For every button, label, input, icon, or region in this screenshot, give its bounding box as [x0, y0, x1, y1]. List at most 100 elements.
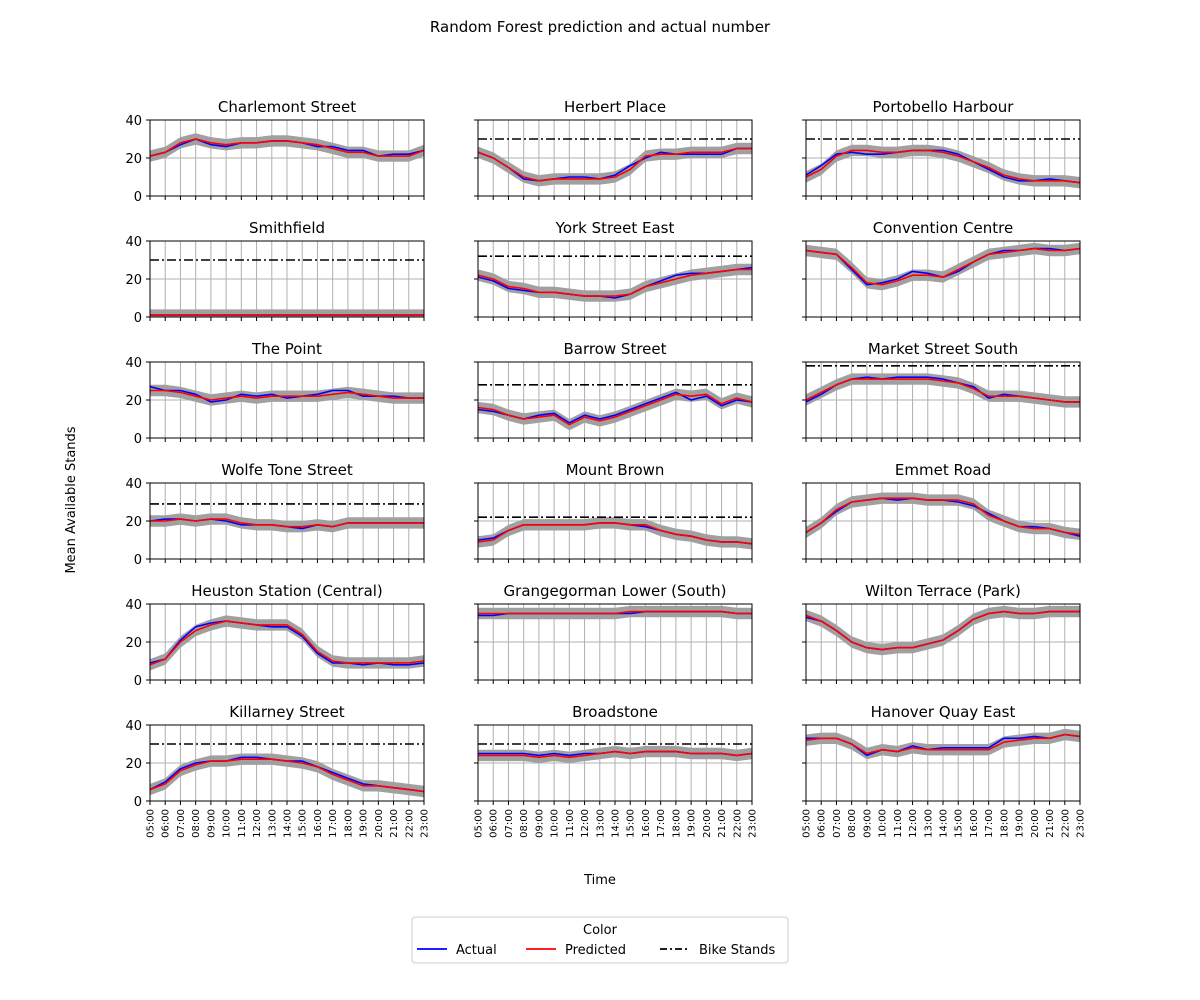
x-tick-label: 12:00	[908, 809, 919, 838]
legend-label-actual: Actual	[456, 943, 497, 958]
y-tick-label: 40	[125, 719, 142, 734]
panel-2: Herbert Place	[474, 98, 753, 200]
predicted-line	[150, 518, 424, 528]
y-tick-label: 0	[134, 190, 142, 205]
panel-title: Market Street South	[868, 340, 1018, 358]
x-tick-label: 13:00	[595, 809, 606, 838]
x-tick-label: 11:00	[893, 809, 904, 838]
x-tick-label: 05:00	[474, 809, 485, 838]
y-axis-label: Mean Available Stands	[64, 426, 79, 573]
y-tick-label: 20	[125, 273, 142, 288]
y-tick-label: 40	[125, 598, 142, 613]
x-tick-label: 15:00	[298, 809, 309, 838]
panel-title: Heuston Station (Central)	[191, 582, 383, 600]
x-axis-label: Time	[583, 873, 616, 888]
x-tick-label: 10:00	[878, 809, 889, 838]
x-tick-label: 08:00	[191, 809, 202, 838]
y-tick-label: 20	[125, 636, 142, 651]
x-tick-label: 16:00	[969, 809, 980, 838]
x-tick-label: 23:00	[748, 809, 759, 838]
x-tick-label: 15:00	[954, 809, 965, 838]
predicted-line	[150, 138, 424, 157]
panel-title: Emmet Road	[895, 461, 991, 479]
x-tick-label: 06:00	[161, 809, 172, 838]
panel-title: Broadstone	[572, 703, 658, 721]
legend-label-bike-stands: Bike Stands	[699, 943, 776, 958]
x-tick-label: 10:00	[550, 809, 561, 838]
panel-title: Smithfield	[249, 219, 325, 237]
panel-title: Charlemont Street	[218, 98, 356, 116]
prediction-band	[478, 388, 752, 431]
y-tick-label: 20	[125, 757, 142, 772]
legend-label-predicted: Predicted	[565, 943, 626, 958]
x-tick-label: 07:00	[832, 809, 843, 838]
x-tick-label: 16:00	[641, 809, 652, 838]
panel-plot-area	[150, 503, 424, 533]
panel-title: Killarney Street	[229, 703, 345, 721]
panel-title: Grangegorman Lower (South)	[504, 582, 727, 600]
predicted-line	[806, 149, 1080, 184]
prediction-band	[150, 513, 424, 533]
x-tick-label: 21:00	[389, 809, 400, 838]
panel-15: Wilton Terrace (Park)	[802, 582, 1081, 684]
y-tick-label: 0	[134, 432, 142, 447]
panel-title: Portobello Harbour	[873, 98, 1015, 116]
panel-plot-area	[150, 133, 424, 162]
predicted-line	[478, 268, 752, 297]
prediction-band	[806, 492, 1080, 540]
panel-plot-area	[806, 364, 1080, 408]
y-tick-label: 0	[134, 311, 142, 326]
panel-9: Market Street South	[802, 340, 1081, 442]
x-tick-label: 19:00	[687, 809, 698, 838]
prediction-band	[806, 242, 1080, 291]
prediction-band	[150, 133, 424, 162]
x-tick-label: 13:00	[923, 809, 934, 838]
panel-plot-area	[478, 743, 752, 763]
prediction-band	[150, 753, 424, 798]
y-tick-label: 40	[125, 235, 142, 250]
x-tick-label: 12:00	[580, 809, 591, 838]
panel-title: Mount Brown	[566, 461, 665, 479]
x-tick-label: 05:00	[802, 809, 813, 838]
predicted-line	[478, 147, 752, 182]
figure-title: Random Forest prediction and actual numb…	[430, 18, 771, 36]
y-tick-label: 40	[125, 356, 142, 371]
x-tick-label: 14:00	[283, 809, 294, 838]
x-tick-label: 09:00	[534, 809, 545, 838]
panel-11: Mount Brown	[474, 461, 753, 563]
x-tick-label: 20:00	[702, 809, 713, 838]
predicted-line	[478, 750, 752, 759]
panel-plot-area	[478, 516, 752, 550]
y-tick-label: 0	[134, 795, 142, 810]
panel-13: 0 20 40 Heuston Station (Central)	[125, 582, 425, 689]
x-tick-label: 22:00	[732, 809, 743, 838]
y-tick-label: 0	[134, 674, 142, 689]
panel-5: York Street East	[474, 219, 753, 321]
y-tick-label: 40	[125, 114, 142, 129]
x-tick-label: 17:00	[656, 809, 667, 838]
panel-plot-area	[478, 138, 752, 187]
prediction-band	[806, 605, 1080, 656]
predicted-line	[806, 247, 1080, 286]
y-tick-label: 20	[125, 394, 142, 409]
y-tick-label: 40	[125, 477, 142, 492]
x-tick-label: 15:00	[626, 809, 637, 838]
panel-title: The Point	[251, 340, 322, 358]
x-tick-label: 12:00	[252, 809, 263, 838]
y-tick-label: 0	[134, 553, 142, 568]
panel-title: Herbert Place	[564, 98, 666, 116]
x-tick-label: 08:00	[519, 809, 530, 838]
panel-4: 0 20 40 Smithfield	[125, 219, 425, 326]
panel-6: Convention Centre	[802, 219, 1081, 321]
predicted-line	[150, 389, 424, 401]
panel-plot-area	[150, 259, 424, 317]
panel-14: Grangegorman Lower (South)	[474, 582, 753, 684]
x-tick-label: 22:00	[1060, 809, 1071, 838]
predicted-line	[478, 522, 752, 545]
legend-frame	[411, 916, 789, 964]
panel-7: 0 20 40 The Point	[125, 340, 425, 447]
panel-10: 0 20 40 Wolfe Tone Street	[125, 461, 425, 568]
x-tick-label: 23:00	[420, 809, 431, 838]
panel-plot-area	[806, 242, 1080, 291]
